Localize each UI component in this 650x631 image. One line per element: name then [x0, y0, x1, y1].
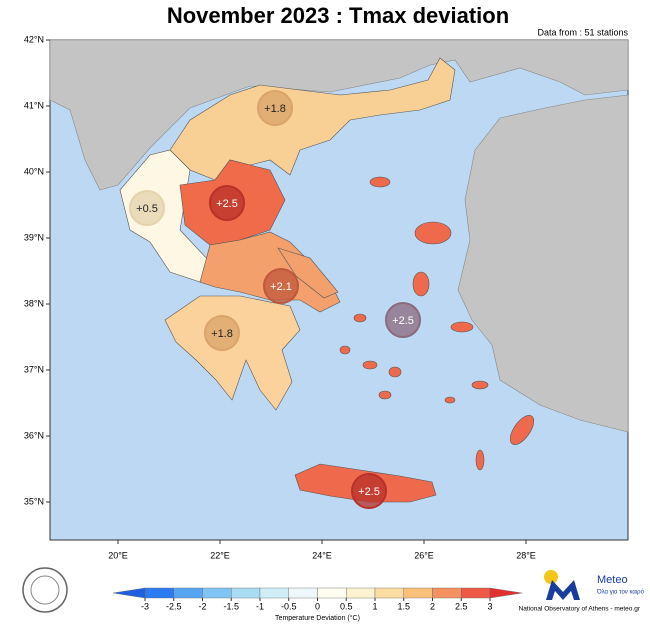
region-label: +2.5: [216, 198, 238, 210]
colorbar-segment: [432, 587, 462, 599]
colorbar-tick-label: -3: [141, 601, 149, 611]
seal-logo: [22, 567, 68, 613]
colorbar-segment: [231, 587, 261, 599]
colorbar-segment: [346, 587, 376, 599]
region-label: +1.8: [211, 328, 233, 340]
region-marker: [209, 185, 245, 221]
colorbar-segment: [403, 587, 433, 599]
island: [475, 449, 485, 471]
map-area: [49, 39, 629, 541]
colorbar-segment: [173, 587, 203, 599]
island: [414, 221, 452, 245]
region-marker: [385, 302, 421, 338]
colorbar-tick-label: -2.5: [166, 601, 182, 611]
colorbar-tick-label: -1.5: [223, 601, 239, 611]
lat-label: 39°N: [24, 232, 44, 242]
colorbar-segment: [144, 587, 174, 599]
seal-ring: [22, 567, 68, 613]
colorbar-segment: [202, 587, 232, 599]
colorbar-over: [489, 587, 523, 599]
logo-sun: [544, 570, 558, 584]
region-marker: [351, 473, 387, 509]
seal-inner: [30, 575, 60, 605]
colorbar-tick-label: 0.5: [340, 601, 353, 611]
island: [362, 360, 378, 370]
colorbar-tick-label: -2: [198, 601, 206, 611]
region-marker: [257, 90, 293, 126]
region-marker: [129, 190, 165, 226]
island: [444, 396, 456, 404]
lat-label: 35°N: [24, 496, 44, 506]
logo-credit: National Observatory of Athens - meteo.g…: [519, 606, 641, 613]
colorbar-tick-label: 3: [487, 601, 492, 611]
meteo-logo: Meteo Όλα για τον καιρό National Observa…: [519, 570, 645, 613]
islands: [339, 176, 535, 471]
island: [471, 380, 489, 390]
colorbar-segment: [317, 587, 347, 599]
lon-label: 22°E: [210, 550, 230, 560]
island: [388, 366, 402, 378]
logo-m: [546, 580, 580, 600]
neighbor-land: [49, 39, 629, 191]
lat-label: 36°N: [24, 430, 44, 440]
lon-label: 28°E: [516, 550, 536, 560]
region-marker: [204, 315, 240, 351]
colorbar-tick-label: 1: [372, 601, 377, 611]
colorbar-tick-label: -1: [256, 601, 264, 611]
island: [339, 345, 351, 355]
logo-name: Meteo: [597, 574, 628, 586]
island: [353, 313, 367, 323]
lon-label: 24°E: [312, 550, 332, 560]
colorbar-tick-label: 2.5: [455, 601, 468, 611]
island: [450, 321, 474, 333]
lat-label: 42°N: [24, 34, 44, 44]
island: [412, 271, 430, 297]
region-label: +2.1: [270, 281, 292, 293]
colorbar-tick-label: 0: [315, 601, 320, 611]
logo-tagline: Όλα για τον καιρό: [596, 589, 645, 596]
map-title: November 2023 : Tmax deviation: [167, 3, 509, 28]
colorbar-label: Temperature Deviation (°C): [275, 614, 360, 622]
turkey: [457, 94, 629, 433]
colorbar-segment: [374, 587, 404, 599]
island: [378, 390, 392, 400]
region-label: +0.5: [136, 203, 158, 215]
region-label: +2.5: [358, 486, 380, 498]
colorbar-segment: [259, 587, 289, 599]
colorbar-segment: [288, 587, 318, 599]
island: [509, 415, 535, 445]
peloponnese: [164, 295, 301, 411]
lat-label: 40°N: [24, 166, 44, 176]
lon-label: 20°E: [108, 550, 128, 560]
region-label: +2.5: [392, 315, 414, 327]
island: [369, 176, 391, 188]
colorbar-under: [112, 587, 146, 599]
lat-label: 41°N: [24, 100, 44, 110]
colorbar-segment: [461, 587, 491, 599]
colorbar-tick-label: -0.5: [281, 601, 297, 611]
lon-label: 26°E: [414, 550, 434, 560]
region-label: +1.8: [264, 103, 286, 115]
source-note: Data from : 51 stations: [537, 27, 628, 37]
colorbar-tick-label: 2: [430, 601, 435, 611]
lat-label: 38°N: [24, 298, 44, 308]
lat-label: 37°N: [24, 364, 44, 374]
colorbar-tick-label: 1.5: [397, 601, 410, 611]
evia: [277, 247, 339, 299]
region-marker: [263, 268, 299, 304]
